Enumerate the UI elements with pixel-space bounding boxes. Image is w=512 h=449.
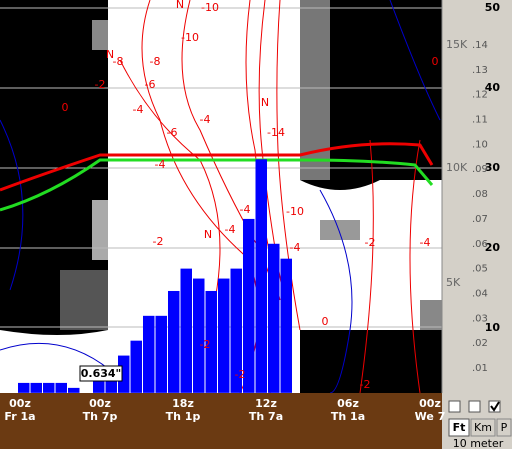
height-label: 20 [485, 241, 501, 254]
level-label: 10 meter [453, 437, 504, 449]
temperature-line [0, 142, 434, 192]
contour-label: -10 [286, 205, 304, 218]
time-local: Th 7p [83, 410, 118, 423]
precip-bar [243, 218, 255, 393]
precip-bar [218, 278, 230, 393]
precip-tick-label: .13 [472, 65, 488, 76]
precip-tick-label: .01 [472, 363, 488, 374]
checkbox[interactable] [468, 400, 481, 413]
contour-label: N [204, 228, 212, 241]
precip-bar [43, 382, 55, 393]
contour-label: -6 [167, 126, 178, 139]
precip-bar [155, 315, 167, 393]
precip-bar [130, 340, 142, 393]
contour-label: -2 [200, 338, 211, 351]
time-z: 18z [172, 397, 194, 410]
precip-tick-label: .04 [472, 288, 488, 299]
precip-tick-label: .08 [472, 189, 488, 200]
precip-bar [118, 355, 130, 393]
contour-label: -8 [113, 55, 124, 68]
precip-tick-label: .14 [472, 40, 488, 51]
total-box [79, 365, 123, 382]
time-z: 06z [337, 397, 359, 410]
time-local: Th 1a [331, 410, 365, 423]
kft-label: 15K [446, 38, 468, 51]
contour-label: -10 [181, 31, 199, 44]
precip-tick-label: .11 [472, 115, 488, 126]
contour-label: -4 [290, 241, 301, 254]
dewpoint-line [0, 158, 434, 212]
contour-label: -2 [365, 236, 376, 249]
contour-label: -4 [240, 203, 251, 216]
label-km: Km [474, 421, 492, 434]
contour-label: -2 [153, 235, 164, 248]
contour-label: -4 [200, 113, 211, 126]
time-z: 00z [9, 397, 31, 410]
precip-bar [268, 243, 280, 393]
precip-total: 0.634" [81, 367, 122, 380]
time-local: Th 7a [249, 410, 283, 423]
checkbox[interactable] [488, 400, 501, 413]
precip-bar [255, 159, 267, 393]
contour-label: -6 [145, 78, 156, 91]
precip-tick-label: .10 [472, 139, 488, 150]
button-km[interactable] [470, 418, 496, 437]
height-label: 50 [485, 1, 501, 14]
precip-bar [280, 258, 292, 393]
contour-label: -10 [201, 1, 219, 14]
controls: Ft Km P 10 meter [448, 400, 512, 449]
time-z: 12z [255, 397, 277, 410]
label-ft: Ft [453, 421, 466, 434]
time-z: 00z [419, 397, 441, 410]
contour-label: -8 [150, 55, 161, 68]
contour-label: N [261, 96, 269, 109]
contour-label: N [176, 0, 184, 11]
precip-tick-label: .07 [472, 214, 488, 225]
precip-bar [143, 315, 155, 393]
contour-label: -4 [133, 103, 144, 116]
precip-tick-label: .12 [472, 90, 488, 101]
precip-bar [205, 290, 217, 393]
kft-label: 5K [446, 276, 461, 289]
precip-tick-label: .06 [472, 239, 488, 250]
button-ft[interactable] [448, 418, 470, 437]
precip-bar [30, 382, 42, 393]
contour-label: -2 [360, 378, 371, 391]
precip-tick-label: .03 [472, 313, 488, 324]
contour-label: 0 [62, 101, 69, 114]
contour-label: -4 [420, 236, 431, 249]
contour-label: -14 [267, 126, 285, 139]
label-p: P [501, 421, 508, 434]
time-bar [0, 393, 442, 449]
precip-tick-label: .05 [472, 264, 488, 275]
height-label: 30 [485, 161, 501, 174]
checkbox[interactable] [448, 400, 461, 413]
kft-label: 10K [446, 161, 468, 174]
precip-bar [180, 268, 192, 393]
contour-label: 0 [322, 315, 329, 328]
button-p[interactable] [496, 418, 512, 437]
precip-bar [68, 387, 80, 393]
precip-tick-label: .09 [472, 164, 488, 175]
contour-label: -2 [95, 78, 106, 91]
contour-label: -4 [155, 158, 166, 171]
contour-label: -2 [235, 368, 246, 381]
contour-label: 0 [432, 55, 439, 68]
precip-bar [230, 268, 242, 393]
height-label: 40 [485, 81, 501, 94]
precip-bar [193, 278, 205, 393]
precip-bar [168, 290, 180, 393]
time-local: Th 1p [166, 410, 201, 423]
precip-bar [18, 382, 30, 393]
height-label: 10 [485, 321, 501, 334]
checkmark [490, 401, 500, 412]
precip-tick-label: .02 [472, 338, 488, 349]
contour-label: N [106, 48, 114, 61]
time-local: Fr 1a [4, 410, 35, 423]
time-local: We 7 [415, 410, 446, 423]
time-z: 00z [89, 397, 111, 410]
contour-label: -4 [225, 223, 236, 236]
precip-bar [55, 382, 67, 393]
